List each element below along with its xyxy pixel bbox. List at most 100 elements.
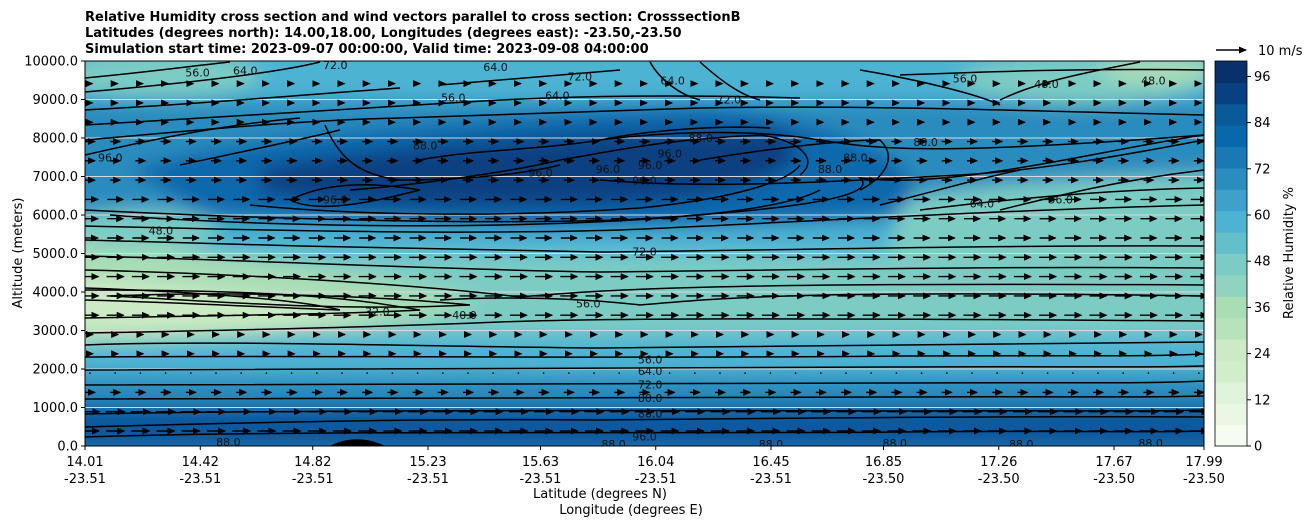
wind-vector bbox=[1046, 372, 1049, 374]
contour-label: 72.0 bbox=[323, 59, 348, 72]
contour-label: 64.0 bbox=[638, 365, 663, 378]
colorbar-swatch bbox=[1215, 360, 1247, 383]
contour-line bbox=[85, 134, 1204, 223]
wind-vector bbox=[794, 372, 797, 374]
title-line-3: Simulation start time: 2023-09-07 00:00:… bbox=[85, 42, 649, 57]
x-tick-lat-label: 15.23 bbox=[409, 455, 446, 470]
x-tick-lon-label: -23.50 bbox=[1093, 472, 1135, 487]
contour-label: 64.0 bbox=[660, 74, 685, 87]
wind-vector bbox=[719, 372, 721, 374]
colorbar-tick-label: 84 bbox=[1254, 116, 1271, 131]
y-axis: 0.0 1000.0 2000.0 3000.0 4000.0 5000.0 6000.0 7… bbox=[24, 55, 85, 455]
quiver-key: 10 m/s bbox=[1216, 44, 1303, 59]
contour-label: 32.0 bbox=[365, 305, 390, 318]
contour-label: 56.0 bbox=[441, 92, 466, 105]
colorbar-swatch bbox=[1215, 424, 1247, 447]
colorbar-tick-label: 72 bbox=[1254, 162, 1271, 177]
x-tick-lon-label: -23.51 bbox=[292, 472, 334, 487]
wind-vector bbox=[1021, 372, 1024, 374]
wind-vector bbox=[870, 372, 872, 374]
contour-label: 72.0 bbox=[717, 94, 742, 107]
upper-dry-west bbox=[85, 61, 260, 97]
contour-line bbox=[85, 61, 321, 93]
wind-vector bbox=[996, 372, 998, 374]
colorbar-swatch bbox=[1215, 274, 1247, 297]
wind-vector bbox=[190, 372, 192, 374]
wind-vector bbox=[164, 372, 167, 374]
contour-label: 96.0 bbox=[658, 147, 683, 160]
wind-vector bbox=[643, 372, 646, 374]
y-tick-label: 7000.0 bbox=[33, 170, 79, 185]
x-tick-lon-label: -23.51 bbox=[520, 472, 562, 487]
wind-vector bbox=[114, 372, 116, 374]
contour-label: 64.0 bbox=[545, 90, 570, 103]
x-axis: 14.01 -23.51 14.42 -23.51 14.82 -23.51 15.23 -2… bbox=[64, 446, 1225, 487]
x-tick-lat-label: 17.26 bbox=[980, 455, 1017, 470]
upper-dry-east-core bbox=[1100, 61, 1204, 84]
colorbar-swatch bbox=[1215, 210, 1247, 233]
wind-vector bbox=[1097, 372, 1099, 374]
contour-label: 48.0 bbox=[1141, 74, 1166, 87]
x-tick-lon-label: -23.51 bbox=[179, 472, 221, 487]
contour-line bbox=[899, 68, 1204, 76]
contour-label: 64.0 bbox=[483, 61, 508, 74]
y-tick-label: 5000.0 bbox=[33, 247, 79, 262]
contour-label: 88.0 bbox=[882, 437, 907, 450]
y-tick-label: 6000.0 bbox=[33, 209, 79, 224]
contour-label: 56.0 bbox=[953, 72, 978, 85]
contour-line bbox=[324, 124, 561, 181]
wind-vector bbox=[694, 372, 696, 374]
wind-vector bbox=[467, 372, 469, 374]
contour-line bbox=[85, 117, 301, 156]
colorbar-swatch bbox=[1215, 82, 1247, 105]
x-axis-label-lon: Longitude (degrees E) bbox=[559, 503, 703, 518]
contour-line bbox=[699, 61, 761, 101]
contour-label: 64.0 bbox=[233, 65, 258, 78]
x-tick-lon-label: -23.50 bbox=[1183, 472, 1225, 487]
contour-label: 88.0 bbox=[413, 140, 438, 153]
colorbar-frame bbox=[1214, 60, 1248, 447]
contour-label: 40.0 bbox=[452, 309, 477, 322]
colorbar-tick-label: 0 bbox=[1254, 440, 1262, 455]
contour-label: 72.0 bbox=[638, 378, 663, 391]
contour-label: 88.0 bbox=[1009, 438, 1034, 451]
wind-vector bbox=[265, 372, 268, 374]
y-tick-label: 2000.0 bbox=[33, 363, 79, 378]
contour-label: 96.0 bbox=[632, 174, 657, 187]
wind-vector bbox=[517, 372, 520, 374]
wind-vectors bbox=[85, 80, 1204, 435]
wind-vector bbox=[240, 372, 242, 374]
title-line-2: Latitudes (degrees north): 14.00,18.00, … bbox=[85, 26, 682, 41]
y-tick-label: 1000.0 bbox=[33, 401, 79, 416]
wind-vector bbox=[971, 372, 973, 374]
colorbar-swatch bbox=[1215, 296, 1247, 319]
wind-vector bbox=[1072, 372, 1074, 374]
contour-line bbox=[85, 255, 1204, 273]
wind-vector bbox=[1198, 372, 1200, 374]
contour-label: 88.0 bbox=[913, 136, 938, 149]
x-tick-lon-label: -23.51 bbox=[750, 472, 792, 487]
x-tick-lon-label: -23.51 bbox=[64, 472, 106, 487]
contour-line bbox=[85, 287, 341, 311]
contour-line bbox=[999, 61, 1141, 101]
wind-vector bbox=[618, 372, 620, 374]
contour-label: 88.0 bbox=[601, 438, 626, 451]
wind-vector bbox=[895, 372, 898, 374]
quiver-key-label: 10 m/s bbox=[1258, 44, 1303, 59]
contour-line bbox=[85, 61, 231, 79]
contour-line bbox=[109, 189, 821, 227]
wind-vector bbox=[492, 372, 495, 374]
y-tick-label: 3000.0 bbox=[33, 324, 79, 339]
contour-line bbox=[85, 318, 1204, 334]
wind-vector bbox=[668, 372, 671, 374]
contour-line bbox=[599, 126, 771, 141]
moist-upper-peak bbox=[260, 130, 796, 207]
contour-line bbox=[999, 169, 1204, 211]
contour-label: 72.0 bbox=[632, 246, 657, 259]
wind-vector bbox=[1147, 372, 1150, 374]
x-tick-lon-label: -23.50 bbox=[978, 472, 1020, 487]
contour-label: 48.0 bbox=[1034, 78, 1059, 91]
contour-label: 56.0 bbox=[576, 298, 601, 311]
x-tick-lat-label: 14.01 bbox=[66, 455, 103, 470]
